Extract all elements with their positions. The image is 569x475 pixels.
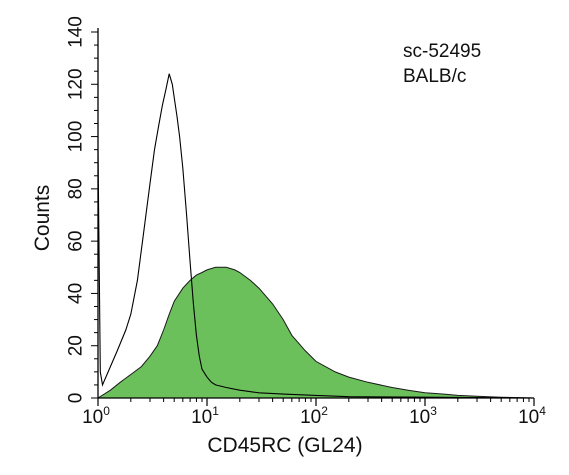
series-0-outline-histogram bbox=[97, 73, 535, 399]
y-tick-label: 0 bbox=[66, 393, 87, 404]
y-tick-label: 140 bbox=[66, 16, 87, 48]
plot-area bbox=[96, 73, 535, 399]
annotation-catalog-number: sc-52495 bbox=[403, 41, 481, 62]
axes bbox=[91, 28, 535, 406]
tick-labels: 0 20 40 60 80 100 120 140 100 101 102 103 104 bbox=[66, 16, 547, 428]
x-tick-label: 102 bbox=[300, 404, 328, 428]
x-tick-label: 101 bbox=[191, 404, 219, 428]
y-tick-label: 20 bbox=[66, 335, 87, 356]
x-tick-label: 100 bbox=[82, 404, 110, 428]
y-tick-label: 40 bbox=[66, 283, 87, 304]
series-1-filled-histogram bbox=[96, 266, 535, 399]
y-tick-label: 60 bbox=[66, 231, 87, 252]
y-tick-label: 100 bbox=[66, 121, 87, 153]
y-tick-label: 120 bbox=[66, 68, 87, 100]
x-tick-label: 104 bbox=[518, 404, 546, 428]
x-tick-label: 103 bbox=[409, 404, 437, 428]
x-axis-title: CD45RC (GL24) bbox=[207, 434, 362, 457]
annotation-strain: BALB/c bbox=[403, 66, 466, 87]
y-tick-label: 80 bbox=[66, 178, 87, 199]
y-axis-title: Counts bbox=[31, 185, 54, 252]
